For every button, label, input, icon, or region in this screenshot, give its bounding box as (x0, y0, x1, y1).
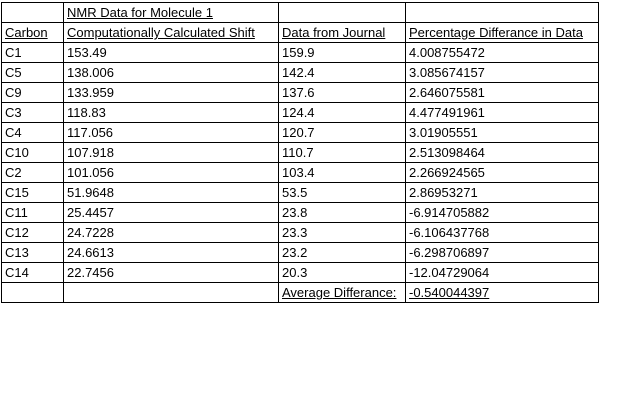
journal-cell[interactable]: 103.4 (278, 162, 406, 183)
carbon-cell[interactable]: C9 (1, 82, 64, 103)
nmr-data-table: NMR Data for Molecule 1 Carbon Computati… (1, 2, 599, 303)
calc-shift-cell[interactable]: 133.959 (63, 82, 279, 103)
table-row: C9 133.959 137.6 2.646075581 (1, 82, 599, 103)
journal-cell[interactable]: 124.4 (278, 102, 406, 123)
empty-cell[interactable] (1, 2, 64, 23)
pct-diff-cell[interactable]: 3.01905551 (405, 122, 599, 143)
journal-cell[interactable]: 137.6 (278, 82, 406, 103)
calc-shift-cell[interactable]: 24.6613 (63, 242, 279, 263)
calc-shift-cell[interactable]: 25.4457 (63, 202, 279, 223)
pct-diff-cell[interactable]: 4.008755472 (405, 42, 599, 63)
calc-shift-cell[interactable]: 153.49 (63, 42, 279, 63)
carbon-cell[interactable]: C12 (1, 222, 64, 243)
journal-cell[interactable]: 53.5 (278, 182, 406, 203)
pct-diff-cell[interactable]: 2.266924565 (405, 162, 599, 183)
calc-shift-cell[interactable]: 138.006 (63, 62, 279, 83)
journal-cell[interactable]: 23.2 (278, 242, 406, 263)
calc-shift-cell[interactable]: 117.056 (63, 122, 279, 143)
column-header-journal-data[interactable]: Data from Journal (278, 22, 406, 43)
average-difference-label[interactable]: Average Differance: (278, 282, 406, 303)
table-row: C14 22.7456 20.3 -12.04729064 (1, 262, 599, 283)
journal-cell[interactable]: 23.3 (278, 222, 406, 243)
table-row: C5 138.006 142.4 3.085674157 (1, 62, 599, 83)
pct-diff-cell[interactable]: 4.477491961 (405, 102, 599, 123)
table-row: C13 24.6613 23.2 -6.298706897 (1, 242, 599, 263)
table-row: C15 51.9648 53.5 2.86953271 (1, 182, 599, 203)
carbon-cell[interactable]: C4 (1, 122, 64, 143)
empty-cell[interactable] (1, 282, 64, 303)
carbon-cell[interactable]: C15 (1, 182, 64, 203)
pct-diff-cell[interactable]: -6.106437768 (405, 222, 599, 243)
calc-shift-cell[interactable]: 24.7228 (63, 222, 279, 243)
table-row: C12 24.7228 23.3 -6.106437768 (1, 222, 599, 243)
calc-shift-cell[interactable]: 51.9648 (63, 182, 279, 203)
table-title-cell[interactable]: NMR Data for Molecule 1 (63, 2, 279, 23)
journal-cell[interactable]: 23.8 (278, 202, 406, 223)
average-row: Average Differance: -0.540044397 (1, 282, 599, 303)
pct-diff-cell[interactable]: 3.085674157 (405, 62, 599, 83)
journal-cell[interactable]: 142.4 (278, 62, 406, 83)
carbon-cell[interactable]: C2 (1, 162, 64, 183)
journal-cell[interactable]: 120.7 (278, 122, 406, 143)
pct-diff-cell[interactable]: -12.04729064 (405, 262, 599, 283)
pct-diff-cell[interactable]: -6.914705882 (405, 202, 599, 223)
carbon-cell[interactable]: C11 (1, 202, 64, 223)
journal-cell[interactable]: 110.7 (278, 142, 406, 163)
column-header-percentage-difference[interactable]: Percentage Differance in Data (405, 22, 599, 43)
pct-diff-cell[interactable]: 2.646075581 (405, 82, 599, 103)
table-row: C10 107.918 110.7 2.513098464 (1, 142, 599, 163)
table-row: C2 101.056 103.4 2.266924565 (1, 162, 599, 183)
carbon-cell[interactable]: C13 (1, 242, 64, 263)
column-header-carbon[interactable]: Carbon (1, 22, 64, 43)
column-header-calculated-shift[interactable]: Computationally Calculated Shift (63, 22, 279, 43)
pct-diff-cell[interactable]: 2.513098464 (405, 142, 599, 163)
title-row: NMR Data for Molecule 1 (1, 2, 599, 23)
empty-cell[interactable] (278, 2, 406, 23)
calc-shift-cell[interactable]: 118.83 (63, 102, 279, 123)
carbon-cell[interactable]: C14 (1, 262, 64, 283)
journal-cell[interactable]: 159.9 (278, 42, 406, 63)
spreadsheet-region: NMR Data for Molecule 1 Carbon Computati… (1, 2, 599, 303)
calc-shift-cell[interactable]: 101.056 (63, 162, 279, 183)
carbon-cell[interactable]: C3 (1, 102, 64, 123)
table-row: C4 117.056 120.7 3.01905551 (1, 122, 599, 143)
pct-diff-cell[interactable]: 2.86953271 (405, 182, 599, 203)
carbon-cell[interactable]: C10 (1, 142, 64, 163)
calc-shift-cell[interactable]: 22.7456 (63, 262, 279, 283)
header-row: Carbon Computationally Calculated Shift … (1, 22, 599, 43)
table-row: C1 153.49 159.9 4.008755472 (1, 42, 599, 63)
journal-cell[interactable]: 20.3 (278, 262, 406, 283)
average-difference-value[interactable]: -0.540044397 (405, 282, 599, 303)
calc-shift-cell[interactable]: 107.918 (63, 142, 279, 163)
table-row: C11 25.4457 23.8 -6.914705882 (1, 202, 599, 223)
pct-diff-cell[interactable]: -6.298706897 (405, 242, 599, 263)
table-row: C3 118.83 124.4 4.477491961 (1, 102, 599, 123)
carbon-cell[interactable]: C5 (1, 62, 64, 83)
empty-cell[interactable] (405, 2, 599, 23)
empty-cell[interactable] (63, 282, 279, 303)
carbon-cell[interactable]: C1 (1, 42, 64, 63)
